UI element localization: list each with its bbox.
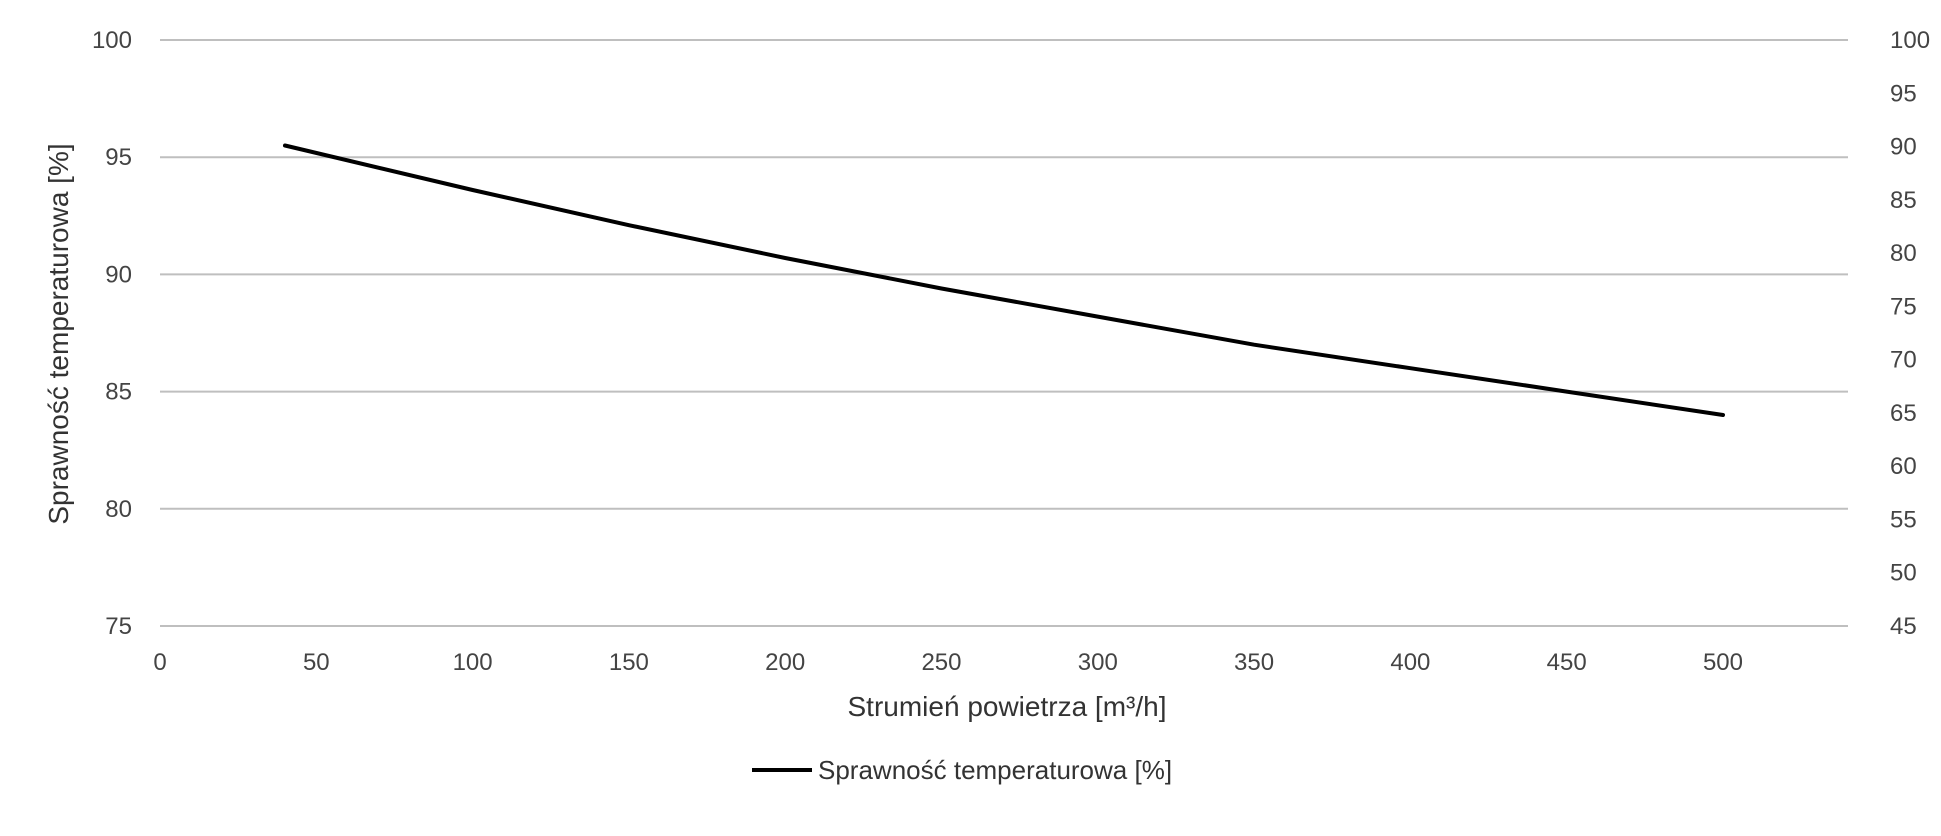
x-axis: 0 50 100 150 200 250 300 350 400 450 500	[153, 649, 1743, 676]
y-axis-left: 75 80 85 90 95 100	[92, 27, 132, 640]
x-axis-title: Strumień powietrza [m³/h]	[848, 691, 1167, 722]
x-tick-label: 350	[1234, 649, 1274, 676]
y-tick-label: 95	[105, 144, 132, 171]
y2-tick-label: 55	[1890, 506, 1917, 533]
x-tick-label: 500	[1703, 649, 1743, 676]
y-tick-label: 75	[105, 613, 132, 640]
y2-tick-label: 65	[1890, 400, 1917, 427]
x-tick-label: 50	[303, 649, 330, 676]
y2-tick-label: 45	[1890, 613, 1917, 640]
y2-tick-label: 90	[1890, 134, 1917, 161]
legend-label: Sprawność temperaturowa [%]	[818, 755, 1172, 785]
gridlines	[160, 39, 1848, 627]
y2-tick-label: 70	[1890, 347, 1917, 374]
y-tick-label: 90	[105, 261, 132, 288]
y2-tick-label: 80	[1890, 240, 1917, 267]
y2-tick-label: 50	[1890, 560, 1917, 587]
y2-tick-label: 85	[1890, 187, 1917, 214]
series-line	[283, 143, 1725, 417]
x-tick-label: 450	[1547, 649, 1587, 676]
x-tick-label: 250	[921, 649, 961, 676]
y-axis-title: Sprawność temperaturowa [%]	[43, 143, 74, 524]
y2-tick-label: 60	[1890, 453, 1917, 480]
x-tick-label: 100	[453, 649, 493, 676]
legend: Sprawność temperaturowa [%]	[752, 755, 1172, 785]
y-axis-right: 45 50 55 60 65 70 75 80 85 90 95 100	[1890, 27, 1930, 640]
x-tick-label: 200	[765, 649, 805, 676]
x-tick-label: 400	[1390, 649, 1430, 676]
y2-tick-label: 75	[1890, 293, 1917, 320]
x-tick-label: 0	[153, 649, 166, 676]
plot-area	[283, 143, 1725, 417]
x-tick-label: 150	[609, 649, 649, 676]
x-tick-label: 300	[1078, 649, 1118, 676]
y-tick-label: 100	[92, 27, 132, 54]
y2-tick-label: 100	[1890, 27, 1930, 54]
y2-tick-label: 95	[1890, 80, 1917, 107]
y-tick-label: 85	[105, 379, 132, 406]
y-tick-label: 80	[105, 496, 132, 523]
